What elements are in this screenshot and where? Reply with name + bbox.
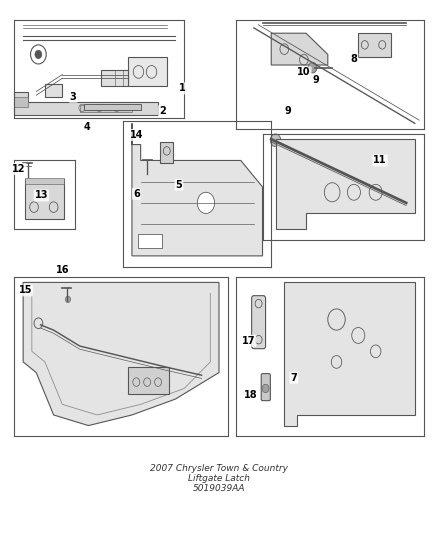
Polygon shape: [132, 123, 262, 256]
Text: 16: 16: [56, 265, 69, 274]
Text: 10: 10: [297, 68, 311, 77]
Text: 17: 17: [242, 336, 255, 346]
Text: 8: 8: [350, 54, 357, 63]
Text: 13: 13: [35, 190, 48, 200]
Text: 11: 11: [373, 156, 387, 165]
Text: 12: 12: [12, 164, 25, 174]
Bar: [80, 106, 132, 112]
Text: 2: 2: [159, 106, 166, 116]
Text: 14: 14: [130, 130, 143, 140]
Text: 9: 9: [313, 75, 319, 85]
Polygon shape: [276, 139, 415, 229]
Circle shape: [65, 296, 71, 303]
Bar: [138, 233, 162, 248]
Text: 15: 15: [18, 285, 32, 295]
Bar: [14, 97, 28, 108]
Text: 1: 1: [179, 83, 186, 93]
Text: 9: 9: [284, 106, 291, 116]
Circle shape: [197, 192, 215, 214]
Circle shape: [270, 134, 281, 147]
Circle shape: [35, 50, 42, 59]
Polygon shape: [284, 282, 415, 425]
Circle shape: [308, 62, 317, 73]
Text: 6: 6: [133, 189, 140, 199]
Bar: [127, 57, 167, 86]
FancyBboxPatch shape: [261, 374, 270, 401]
Text: 5: 5: [176, 180, 182, 190]
Text: 3: 3: [70, 92, 77, 102]
Bar: [160, 142, 173, 163]
Text: 2007 Chrysler Town & Country
Liftgate Latch
5019039AA: 2007 Chrysler Town & Country Liftgate La…: [150, 464, 288, 494]
Text: 4: 4: [83, 122, 90, 132]
Polygon shape: [271, 33, 328, 65]
Circle shape: [262, 384, 269, 393]
Text: 18: 18: [244, 390, 257, 400]
Bar: [102, 70, 127, 86]
Text: 7: 7: [290, 373, 297, 383]
FancyBboxPatch shape: [252, 296, 265, 349]
Bar: [358, 33, 391, 57]
Bar: [84, 104, 141, 110]
Bar: [25, 178, 64, 184]
Circle shape: [396, 196, 407, 208]
Polygon shape: [23, 282, 219, 425]
Bar: [25, 179, 64, 219]
Polygon shape: [14, 92, 158, 115]
Bar: [45, 84, 62, 97]
Bar: [127, 367, 169, 394]
